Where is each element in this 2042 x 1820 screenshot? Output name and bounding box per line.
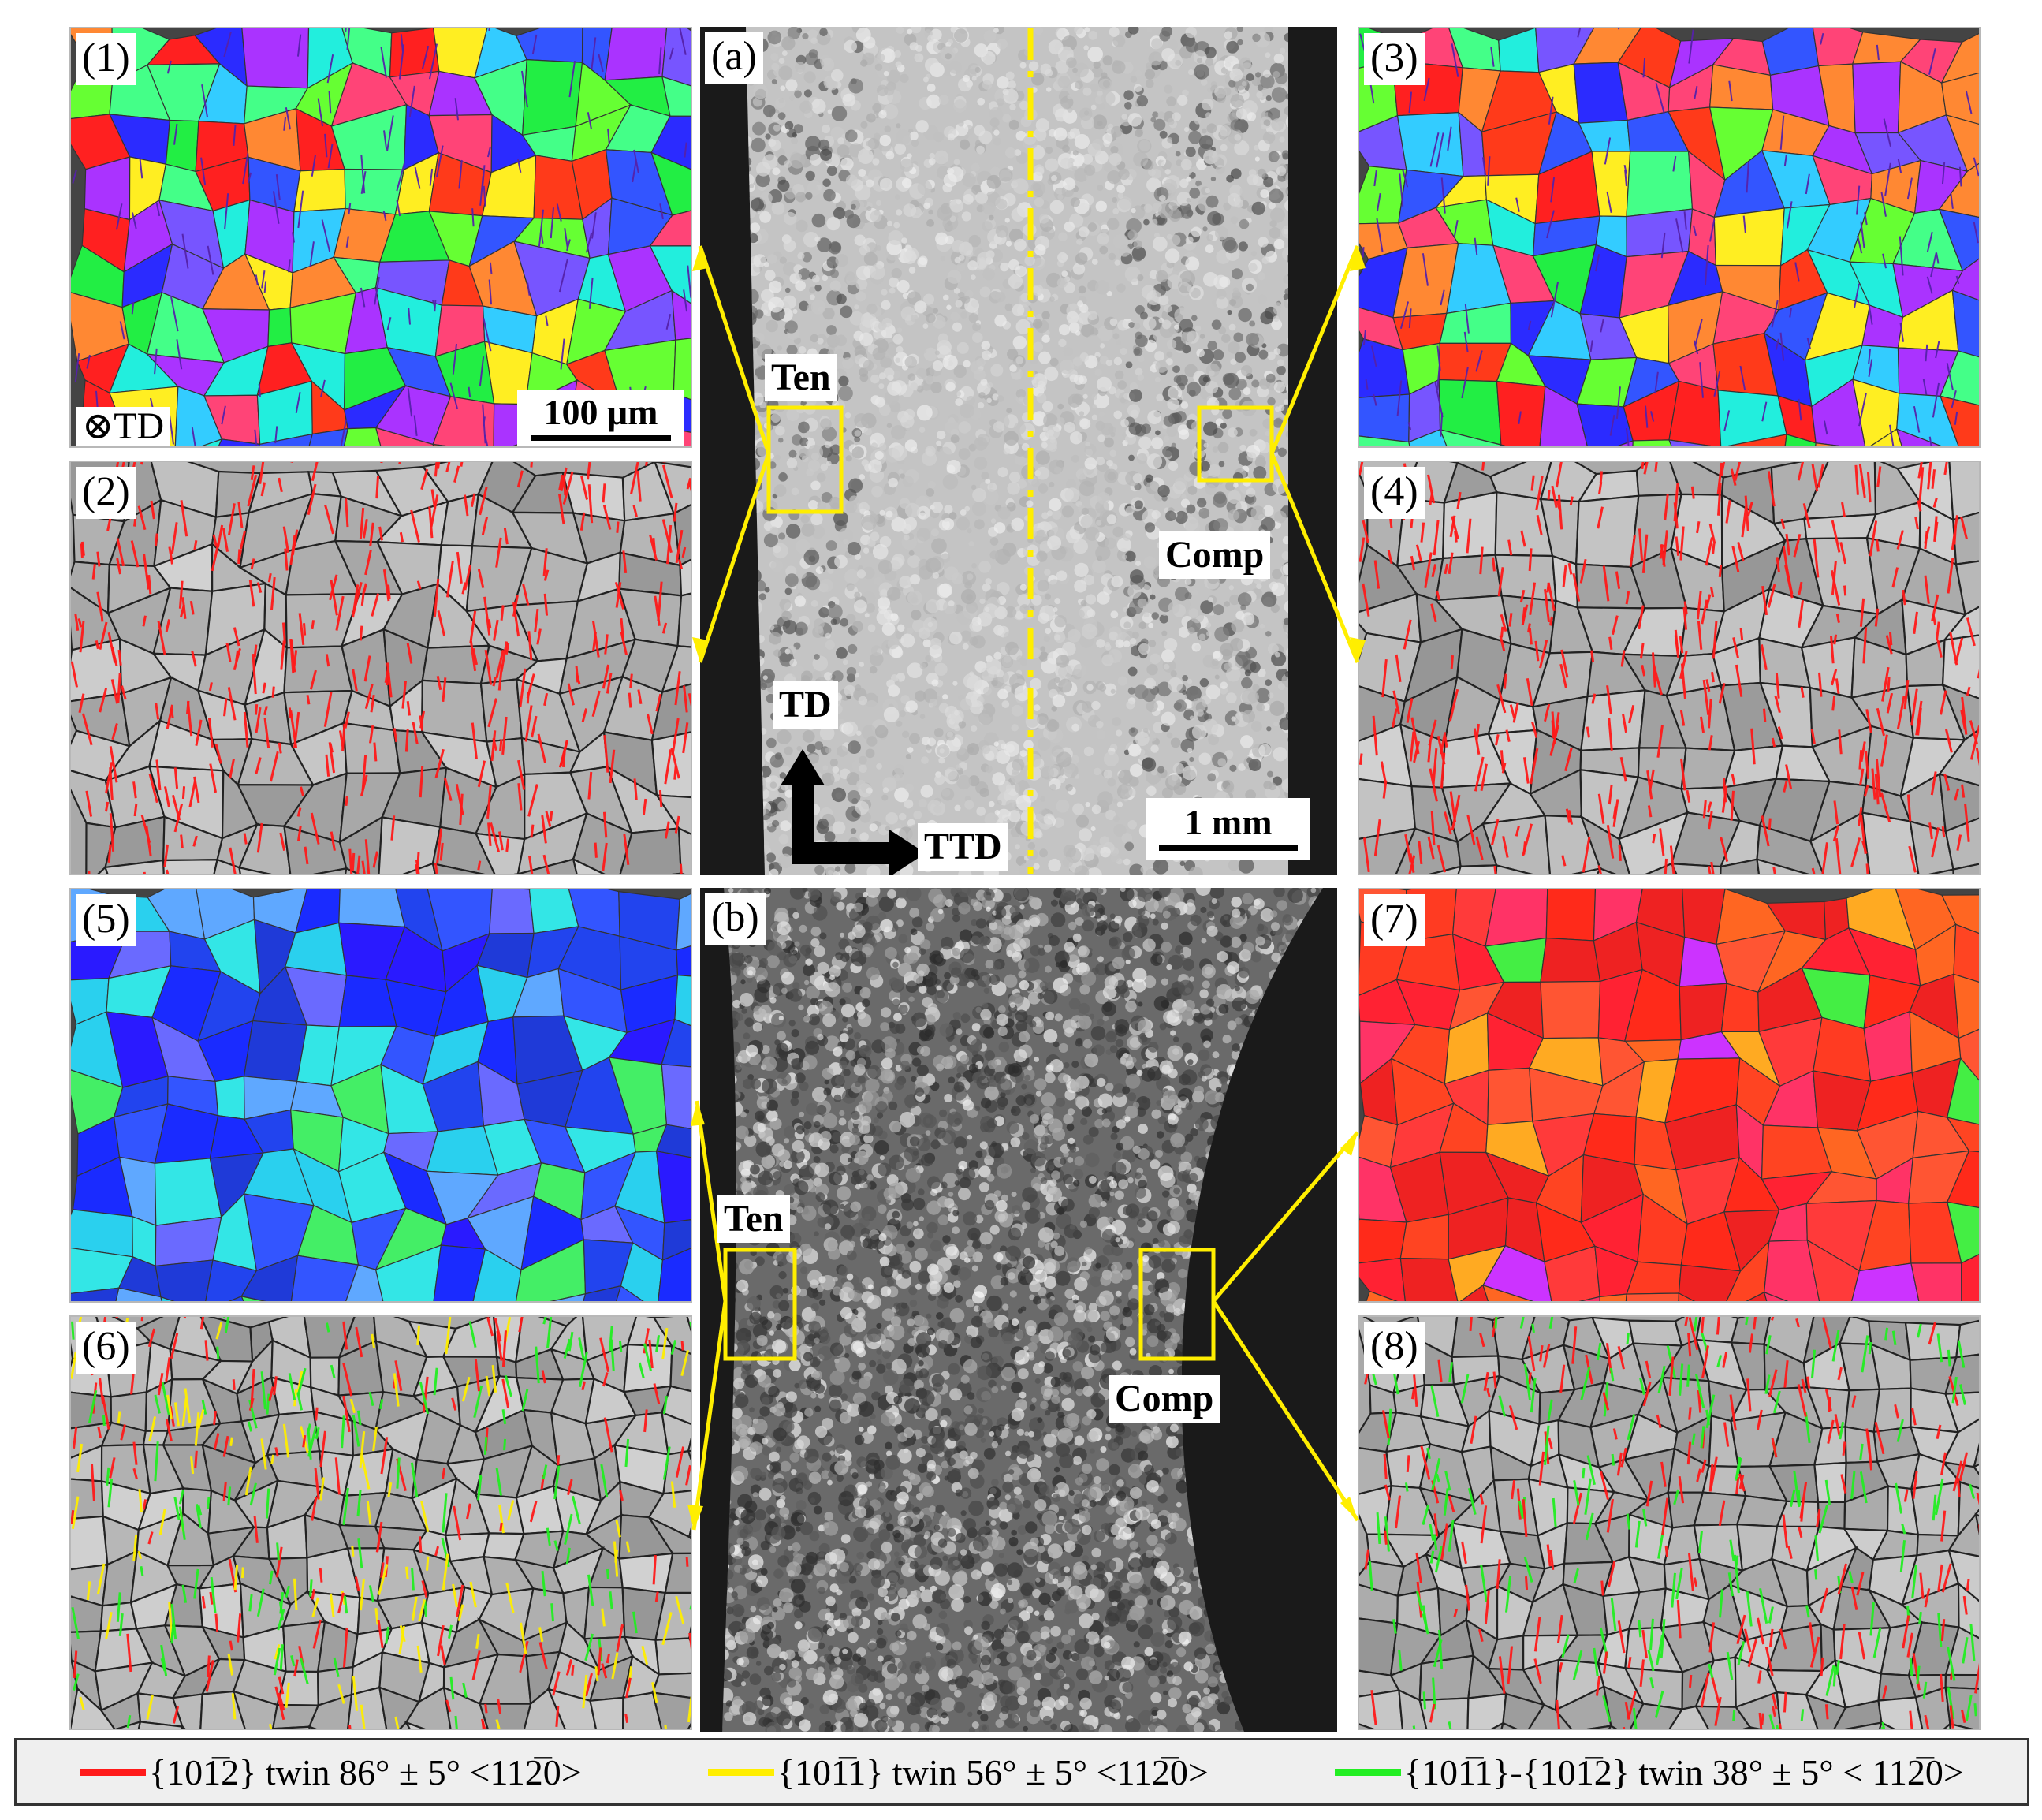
panel-4-label: (4)	[1364, 467, 1425, 519]
td-direction-label: TD	[773, 681, 838, 729]
ttd-direction-label: TTD	[918, 823, 1008, 871]
panel-8-label: (8)	[1364, 1322, 1425, 1374]
legend-item-red-twin: {101̅2} twin 86° ± 5° <112̅0>	[80, 1751, 582, 1793]
panel-3-grain-image	[1359, 28, 1979, 446]
panel-7-label: (7)	[1364, 894, 1425, 946]
legend-swatch-green	[1334, 1768, 1401, 1776]
panel-b-micrograph: (b) Ten Comp	[700, 888, 1337, 1732]
legend-swatch-red	[80, 1768, 147, 1776]
scale-bar-label: 100 μm	[543, 392, 658, 432]
td-axis-indicator: ⊗TD	[76, 405, 171, 447]
arrowhead-7	[1340, 1132, 1358, 1156]
panel-8-boundary-map: (8)	[1358, 1315, 1981, 1730]
panel-1-ipf-map: (1) ⊗TD 100 μm	[69, 27, 692, 448]
legend-swatch-yellow	[707, 1768, 774, 1776]
comp-label-b: Comp	[1109, 1375, 1220, 1423]
legend-item-green-twin: {101̅1}-{101̅2} twin 38° ± 5° < 112̅0>	[1334, 1751, 1964, 1793]
panel-8-grain-image	[1359, 1317, 1979, 1729]
panel-5-grain-image	[71, 889, 691, 1301]
ten-label-a: Ten	[765, 354, 837, 401]
panel-4-grain-image	[1359, 462, 1979, 874]
td-axis-label: TD	[114, 405, 165, 447]
direction-arrows-icon	[781, 749, 926, 875]
panel-3-ipf-map: (3)	[1358, 27, 1981, 448]
legend-text-green: {101̅1}-{101̅2} twin 38° ± 5° < 112̅0>	[1403, 1751, 1964, 1792]
panel-a-micrograph: (a) Ten Comp TD TTD 1 mm	[700, 27, 1337, 875]
panel-1-label: (1)	[76, 33, 136, 85]
panel-2-grain-image	[71, 462, 691, 874]
panel-7-ipf-map: (7)	[1358, 888, 1981, 1303]
arrowhead-8	[1340, 1497, 1358, 1520]
legend-item-yellow-twin: {101̅1} twin 56° ± 5° <112̅0>	[707, 1751, 1209, 1793]
panel-b-label: (b)	[705, 893, 766, 945]
legend-text-red: {101̅2} twin 86° ± 5° <112̅0>	[149, 1751, 582, 1792]
comp-label-a: Comp	[1159, 531, 1271, 579]
scale-bar-label-1mm: 1 mm	[1184, 802, 1273, 842]
twin-type-legend: {101̅2} twin 86° ± 5° <112̅0> {101̅1} tw…	[14, 1738, 2029, 1806]
legend-text-yellow: {101̅1} twin 56° ± 5° <112̅0>	[777, 1751, 1209, 1792]
scale-bar-line-1mm	[1159, 845, 1298, 851]
panel-3-label: (3)	[1364, 33, 1425, 85]
panel-6-boundary-map: (6)	[69, 1315, 692, 1730]
panel-5-ipf-map: (5)	[69, 888, 692, 1303]
panel-6-grain-image	[71, 1317, 691, 1729]
panel-a-label: (a)	[705, 32, 763, 84]
panel-6-label: (6)	[76, 1322, 136, 1374]
scale-bar-line	[531, 435, 671, 441]
panel-4-boundary-map: (4)	[1358, 461, 1981, 875]
into-page-icon: ⊗	[82, 405, 114, 447]
panel-2-label: (2)	[76, 467, 136, 519]
panel-b-image	[700, 888, 1337, 1732]
panel-2-boundary-map: (2)	[69, 461, 692, 875]
panel-1-grain-image	[71, 28, 691, 446]
panel-5-label: (5)	[76, 894, 136, 946]
panel-7-grain-image	[1359, 889, 1979, 1301]
scale-bar-100um: 100 μm	[517, 390, 684, 446]
ten-label-b: Ten	[717, 1195, 790, 1243]
scale-bar-1mm: 1 mm	[1146, 798, 1310, 860]
